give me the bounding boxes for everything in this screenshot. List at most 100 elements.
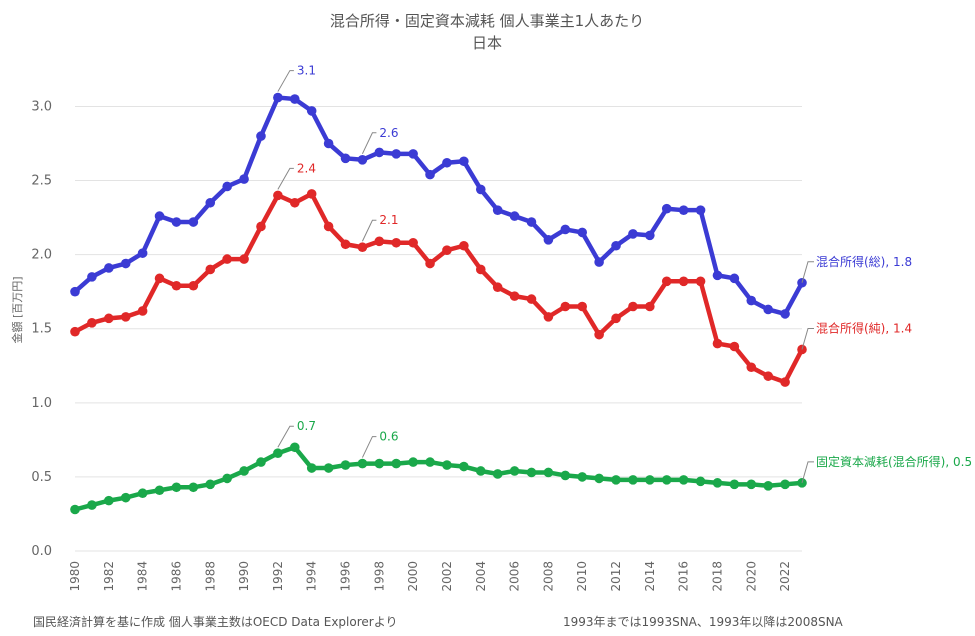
- series-1-point: [695, 276, 706, 287]
- x-tick-label: 2002: [440, 561, 454, 592]
- series-2-point: [374, 458, 385, 469]
- series-0-point: [256, 131, 266, 141]
- series-1-point: [560, 301, 571, 312]
- series-2-point: [154, 485, 165, 496]
- data-label: 3.1: [297, 64, 316, 78]
- y-axis-label: 金額 [百万円]: [10, 276, 24, 343]
- label-layer: 混合所得(総), 1.8 混合所得(純), 1.4 固定資本減耗(混合所得), 0.…: [277, 64, 972, 483]
- series-2-point: [543, 467, 554, 478]
- series-2-point: [306, 463, 317, 473]
- x-tick-label: 2000: [406, 561, 420, 592]
- series-0-point: [628, 229, 638, 239]
- series-0-point: [137, 248, 148, 258]
- series-0-point: [746, 295, 757, 306]
- series-1-point: [459, 240, 469, 251]
- series-0-point: [475, 184, 486, 195]
- series-1-point: [763, 371, 773, 381]
- y-tick-label: 1.5: [31, 322, 52, 337]
- series-1-point: [188, 280, 199, 291]
- series-1-point: [594, 329, 604, 340]
- data-label: 2.1: [379, 213, 398, 227]
- series-2-point: [391, 458, 402, 469]
- series-2-point: [205, 479, 216, 490]
- series-2-point: [475, 466, 486, 476]
- series-0-point: [695, 205, 706, 215]
- x-tick-label: 2008: [541, 561, 555, 592]
- series-1-point: [746, 362, 757, 373]
- series-1-point: [425, 258, 435, 269]
- series-1-point: [780, 377, 790, 387]
- series-0-point: [104, 263, 114, 273]
- series-1-point: [628, 301, 638, 312]
- series-1-point: [171, 280, 182, 291]
- data-label: 2.6: [379, 126, 398, 140]
- series-1-point: [661, 276, 672, 287]
- series-0-point: [509, 211, 520, 221]
- series-2-point: [492, 469, 503, 479]
- series-1-point: [543, 312, 554, 322]
- series-1-point: [357, 242, 368, 253]
- series-2-point: [695, 476, 706, 487]
- series-1-point: [70, 326, 80, 337]
- series-2-point: [678, 475, 689, 485]
- series-1-point: [729, 341, 740, 352]
- y-tick-label: 2.0: [31, 248, 52, 263]
- series-1-point: [120, 312, 131, 322]
- series-0-point: [492, 205, 503, 215]
- x-tick-label: 1986: [169, 561, 183, 592]
- series-2-point: [425, 457, 435, 467]
- series-2-point: [87, 500, 97, 510]
- series-2-point: [780, 479, 790, 490]
- series-0-point: [357, 155, 368, 165]
- x-tick-label: 2010: [575, 561, 589, 592]
- series-0-point: [611, 240, 621, 251]
- series-1-point: [154, 273, 165, 284]
- series-0-point: [594, 257, 604, 267]
- series-1-point: [222, 254, 232, 264]
- series-0-point: [273, 92, 283, 103]
- series-0-point: [289, 94, 300, 104]
- annotation-leader: [361, 436, 377, 458]
- series-end-label: 固定資本減耗(混合所得), 0.5: [816, 454, 972, 469]
- series-0-point: [543, 235, 554, 245]
- x-tick-label: 1982: [102, 561, 116, 592]
- series-1-point: [492, 282, 503, 293]
- axis-layer: 0.0 0.5 1.0 1.5 2.0 2.5 3.0 1980 1982 1984 1986 198…: [31, 99, 792, 591]
- series-0-point: [661, 203, 672, 214]
- series-0-point: [70, 286, 80, 297]
- series-end-label: 混合所得(純), 1.4: [816, 320, 912, 335]
- series-0-point: [645, 230, 655, 241]
- x-tick-label: 1988: [203, 561, 217, 592]
- y-tick-label: 1.0: [31, 396, 52, 411]
- annotation-leader: [277, 425, 294, 448]
- series-0-point: [459, 156, 469, 167]
- series-0-point: [205, 197, 216, 208]
- series-2-point: [645, 475, 655, 485]
- series-0-point: [797, 277, 807, 288]
- y-tick-label: 3.0: [31, 99, 52, 114]
- series-1-point: [104, 313, 114, 324]
- x-tick-label: 1998: [372, 561, 386, 592]
- y-tick-label: 0.5: [31, 470, 52, 485]
- series-2-point: [611, 475, 621, 485]
- series-1-point: [475, 264, 486, 275]
- x-tick-label: 1984: [136, 561, 150, 592]
- end-label-leader: [801, 327, 814, 350]
- series-1-point: [442, 245, 452, 255]
- y-tick-label: 0.0: [31, 544, 52, 559]
- series-1-point: [645, 301, 655, 312]
- series-0-point: [729, 273, 740, 284]
- data-label: 0.7: [297, 419, 316, 433]
- series-2-point: [746, 479, 757, 490]
- annotation-leader: [361, 132, 377, 155]
- series-0-point: [323, 138, 334, 149]
- series-1-point: [374, 236, 385, 247]
- series-1-point: [87, 318, 97, 328]
- series-2-point: [171, 482, 182, 493]
- series-0-point: [560, 224, 571, 235]
- series-2-point: [273, 448, 283, 459]
- series-0-point: [442, 157, 452, 168]
- series-1-point: [712, 338, 723, 349]
- series-0-point: [425, 169, 435, 180]
